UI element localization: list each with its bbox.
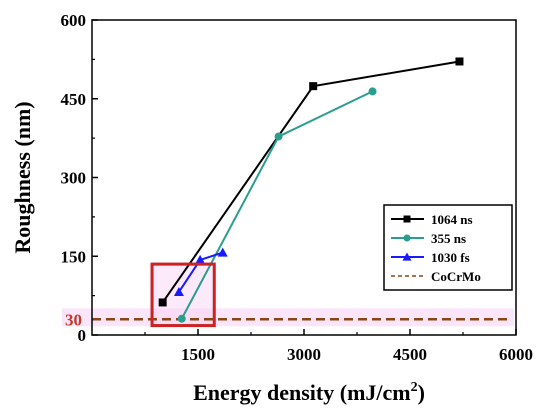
y-axis-title: Roughness (nm) [10, 101, 35, 253]
x-tick-label-4500: 4500 [393, 345, 427, 364]
legend-label-1064-ns: 1064 ns [431, 212, 473, 227]
legend-label-cocrmo: CoCrMo [431, 269, 481, 284]
y-tick-label-450: 450 [61, 90, 87, 109]
highlight-box [150, 262, 216, 328]
reference-band-highlight [62, 308, 514, 327]
legend-marker-1030-fs [402, 252, 412, 261]
y-tick-label-150: 150 [61, 247, 87, 266]
legend-label-355-ns: 355 ns [431, 231, 466, 246]
tick-layer [92, 19, 517, 336]
y-tick-label-300: 300 [61, 169, 87, 188]
x-tick-label-6000: 6000 [499, 345, 533, 364]
data-point-355-ns-3 [368, 87, 377, 96]
x-axis-title-superscript: 2 [411, 380, 418, 395]
data-point-1064-ns-2 [309, 82, 318, 91]
x-tick-label-1500: 1500 [181, 345, 215, 364]
x-axis-title-main: Energy density (mJ/cm [193, 380, 411, 405]
highlight-box-layer [150, 262, 216, 328]
data-point-1030-fs-1 [173, 286, 184, 296]
x-axis-title-tail: ) [418, 380, 425, 405]
legend: 1064 ns 355 ns 1030 fs CoCrMo [383, 204, 513, 291]
legend-label-1030-fs: 1030 fs [431, 250, 470, 265]
x-tick-label-3000: 3000 [287, 345, 321, 364]
data-point-355-ns-2 [274, 132, 283, 141]
data-point-355-ns-1 [177, 314, 186, 323]
y-tick-label-600: 600 [61, 11, 87, 30]
data-point-1030-fs-2 [195, 254, 206, 264]
y-tick-label-0: 0 [78, 326, 87, 345]
y-tick-label-30-reference: 30 [65, 310, 82, 329]
x-axis-title: Energy density (mJ/cm2) [193, 380, 425, 405]
data-point-1030-fs-3 [217, 247, 228, 257]
tick-label-layer: 1500 3000 4500 6000 0 150 300 450 600 30 [61, 11, 534, 364]
legend-marker-355-ns [403, 234, 411, 242]
data-point-1064-ns-3 [455, 57, 464, 66]
data-point-1064-ns-1 [158, 298, 167, 307]
series-layer [158, 57, 464, 323]
legend-marker-1064-ns [403, 215, 411, 223]
